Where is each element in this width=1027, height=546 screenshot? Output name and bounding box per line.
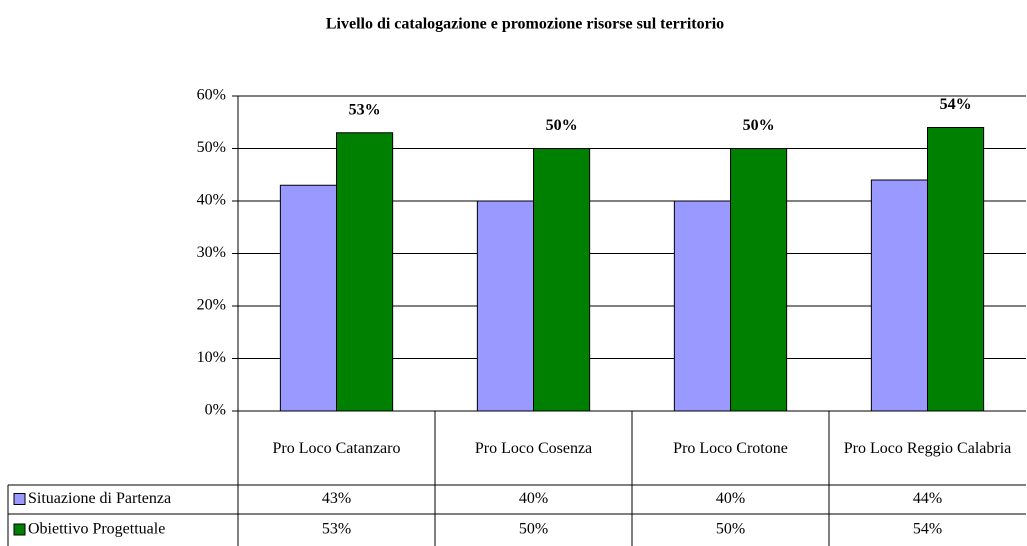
- bar: [730, 148, 788, 412]
- y-tick-label: 20%: [197, 297, 226, 314]
- y-tick-label: 40%: [197, 192, 226, 209]
- table-value: 54%: [913, 521, 942, 538]
- bar: [673, 200, 731, 412]
- table-value: 50%: [716, 521, 745, 538]
- legend-label: Situazione di Partenza: [28, 490, 171, 507]
- legend-key: [13, 523, 26, 536]
- value-label: 50%: [546, 117, 578, 134]
- table-value: 40%: [716, 490, 745, 507]
- x-tick-label: Pro Loco Catanzaro: [272, 439, 401, 457]
- chart-title: Livello di catalogazione e promozione ri…: [326, 16, 724, 33]
- bar: [927, 127, 985, 412]
- table-value: 53%: [322, 521, 351, 538]
- y-tick-label: 50%: [197, 139, 226, 156]
- y-tick-label: 10%: [197, 349, 226, 366]
- legend-label: Obiettivo Progettuale: [28, 521, 165, 538]
- value-label: 54%: [940, 96, 972, 113]
- bar: [533, 148, 591, 412]
- bar: [279, 184, 338, 412]
- bar: [336, 132, 394, 412]
- x-tick-label: Pro Loco Reggio Calabria: [843, 439, 1012, 457]
- x-tick-label: Pro Loco Cosenza: [474, 439, 593, 457]
- y-tick-label: 0%: [205, 402, 226, 419]
- bar: [870, 179, 928, 412]
- y-tick-label: 60%: [197, 87, 226, 104]
- category-cell: Pro Loco Crotone: [673, 439, 788, 457]
- bar: [476, 200, 535, 412]
- x-tick-label: Pro Loco Crotone: [673, 439, 788, 457]
- category-cell: Pro Loco Catanzaro: [272, 439, 401, 457]
- value-label: 53%: [349, 101, 381, 118]
- y-tick-label: 30%: [197, 244, 226, 261]
- category-cell: Pro Loco Cosenza: [474, 439, 593, 457]
- value-label: 50%: [743, 117, 775, 134]
- table-value: 40%: [519, 490, 548, 507]
- legend-key: [13, 493, 26, 505]
- category-cell: Pro Loco Reggio Calabria: [843, 439, 1012, 457]
- table-value: 43%: [322, 490, 351, 507]
- table-value: 50%: [519, 521, 548, 538]
- table-value: 44%: [913, 490, 942, 507]
